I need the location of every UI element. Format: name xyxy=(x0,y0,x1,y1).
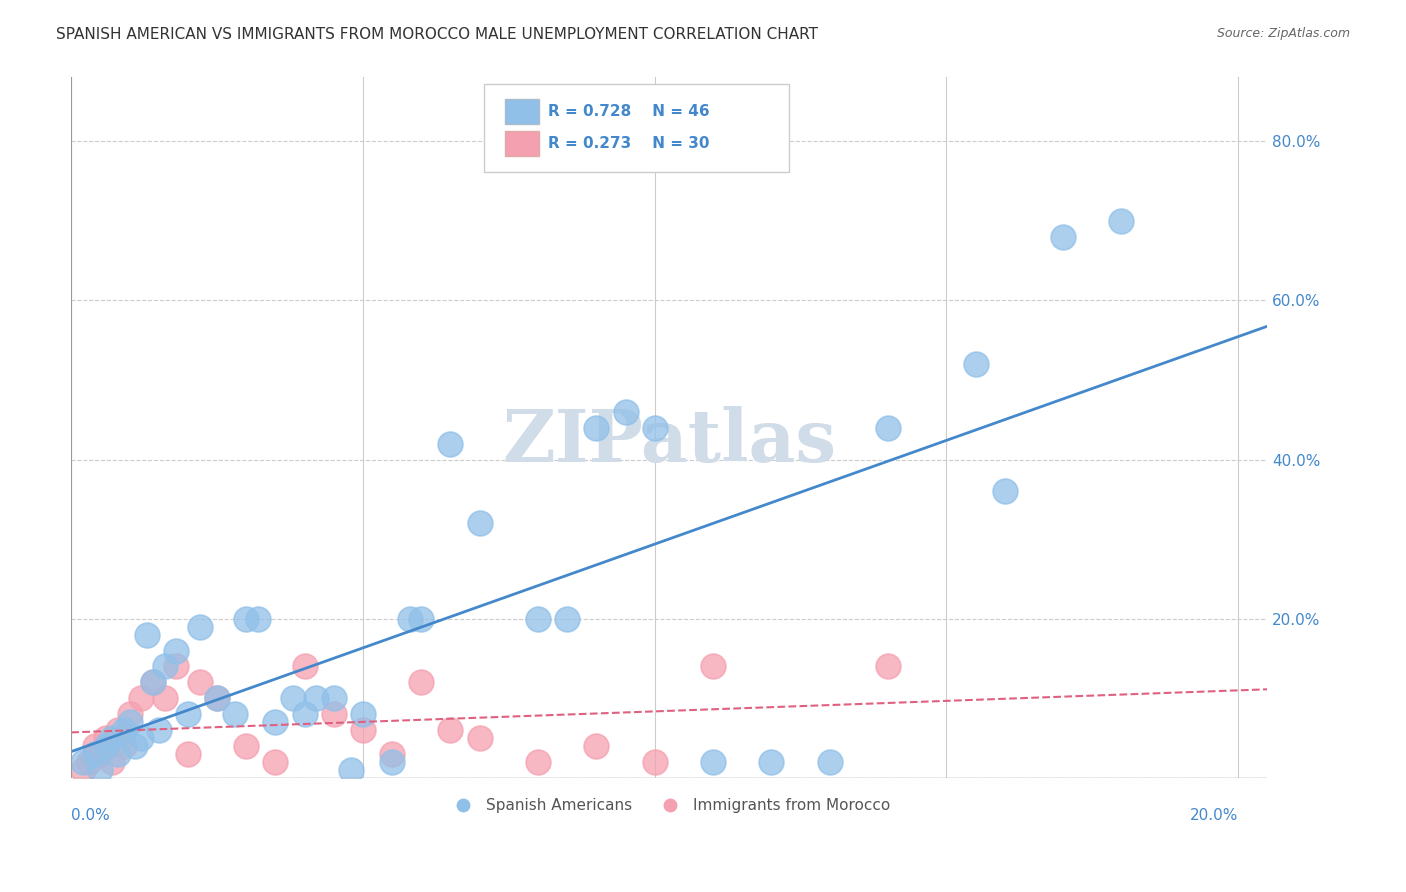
Point xyxy=(877,659,900,673)
Point xyxy=(264,755,287,769)
Point xyxy=(205,691,228,706)
Point xyxy=(188,620,211,634)
Point xyxy=(153,659,176,673)
Point xyxy=(224,707,246,722)
Point xyxy=(411,675,433,690)
Point xyxy=(165,643,187,657)
Point xyxy=(142,675,165,690)
Point xyxy=(818,755,841,769)
Point xyxy=(585,739,607,753)
Point xyxy=(644,755,666,769)
Point xyxy=(1111,213,1133,227)
Point xyxy=(1052,229,1074,244)
Point xyxy=(411,612,433,626)
Point xyxy=(96,731,118,745)
Point xyxy=(165,659,187,673)
Point xyxy=(381,755,404,769)
Point xyxy=(352,723,374,738)
Point xyxy=(101,731,124,745)
Text: R = 0.728    N = 46: R = 0.728 N = 46 xyxy=(548,104,710,120)
Point xyxy=(468,731,491,745)
Point xyxy=(72,755,94,769)
Point xyxy=(118,707,141,722)
Point xyxy=(235,612,257,626)
Point xyxy=(72,763,94,777)
FancyBboxPatch shape xyxy=(484,85,789,172)
Point xyxy=(118,715,141,730)
Text: SPANISH AMERICAN VS IMMIGRANTS FROM MOROCCO MALE UNEMPLOYMENT CORRELATION CHART: SPANISH AMERICAN VS IMMIGRANTS FROM MORO… xyxy=(56,27,818,42)
Point xyxy=(965,357,987,371)
Point xyxy=(112,723,135,738)
Point xyxy=(205,691,228,706)
Point xyxy=(124,739,146,753)
Point xyxy=(322,707,344,722)
Point xyxy=(468,516,491,531)
Point xyxy=(322,691,344,706)
Legend: Spanish Americans, Immigrants from Morocco: Spanish Americans, Immigrants from Moroc… xyxy=(441,792,897,820)
Point xyxy=(107,747,129,761)
Text: Source: ZipAtlas.com: Source: ZipAtlas.com xyxy=(1216,27,1350,40)
Point xyxy=(340,763,363,777)
Point xyxy=(83,739,105,753)
Point xyxy=(235,739,257,753)
Point xyxy=(381,747,404,761)
Point xyxy=(83,747,105,761)
Point xyxy=(96,739,118,753)
Point xyxy=(644,420,666,434)
Text: ZIPatlas: ZIPatlas xyxy=(502,406,837,477)
Point xyxy=(761,755,783,769)
Point xyxy=(246,612,269,626)
Point xyxy=(177,747,200,761)
Point xyxy=(702,659,724,673)
Point xyxy=(439,436,461,450)
Point xyxy=(148,723,170,738)
Point xyxy=(112,739,135,753)
Point xyxy=(281,691,304,706)
Point xyxy=(264,715,287,730)
Point xyxy=(877,420,900,434)
Point xyxy=(101,755,124,769)
Point xyxy=(107,723,129,738)
FancyBboxPatch shape xyxy=(505,130,538,156)
Text: 20.0%: 20.0% xyxy=(1189,808,1239,823)
Point xyxy=(177,707,200,722)
FancyBboxPatch shape xyxy=(505,99,538,124)
Point xyxy=(142,675,165,690)
Point xyxy=(129,731,152,745)
Text: 0.0%: 0.0% xyxy=(72,808,110,823)
Point xyxy=(585,420,607,434)
Point xyxy=(89,747,111,761)
Point xyxy=(702,755,724,769)
Point xyxy=(555,612,578,626)
Point xyxy=(89,763,111,777)
Point xyxy=(305,691,328,706)
Point xyxy=(398,612,420,626)
Point xyxy=(294,707,316,722)
Point xyxy=(994,484,1017,499)
Text: R = 0.273    N = 30: R = 0.273 N = 30 xyxy=(548,136,710,151)
Point xyxy=(527,612,550,626)
Point xyxy=(77,755,100,769)
Point xyxy=(352,707,374,722)
Point xyxy=(188,675,211,690)
Point xyxy=(614,405,637,419)
Point xyxy=(136,627,159,641)
Point xyxy=(153,691,176,706)
Point xyxy=(129,691,152,706)
Point xyxy=(527,755,550,769)
Point xyxy=(294,659,316,673)
Point xyxy=(439,723,461,738)
